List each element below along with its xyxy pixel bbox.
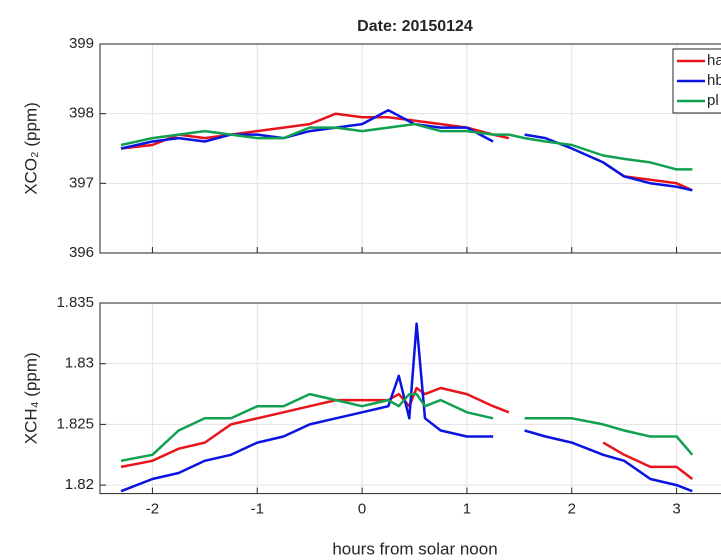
x-tick-label: 3: [672, 501, 680, 518]
y-tick-label: 1.835: [56, 294, 94, 311]
legend-label: hb: [707, 72, 721, 89]
axes-box: [99, 302, 721, 495]
y-tick-label: 1.82: [65, 476, 94, 493]
series-line: [120, 122, 693, 171]
y-tick-label: 1.83: [65, 355, 94, 372]
series-line: [120, 386, 694, 480]
series-line: [120, 108, 693, 192]
series-line: [120, 392, 694, 463]
y-tick-label: 399: [69, 35, 94, 52]
chart-title: Date: 20150124: [357, 18, 473, 35]
y-tick-label: 398: [69, 105, 94, 122]
series-line: [120, 322, 693, 493]
y-axis-label: XCH₄ (ppm): [21, 352, 40, 444]
x-tick-label: 1: [463, 501, 471, 518]
legend-label: pl: [707, 92, 719, 109]
plot-area: [100, 44, 721, 253]
x-tick-label: 2: [568, 501, 576, 518]
legend-label: ha: [707, 52, 721, 69]
y-tick-label: 397: [69, 174, 94, 191]
x-axis-label: hours from solar noon: [332, 539, 497, 558]
axes-box: [99, 43, 721, 254]
y-tick-label: 396: [69, 244, 94, 261]
x-tick-label: -2: [146, 501, 159, 518]
x-tick-label: 0: [358, 501, 366, 518]
y-axis-label: XCO₂ (ppm): [21, 102, 40, 195]
x-tick-label: -1: [251, 501, 264, 518]
y-tick-label: 1.825: [56, 415, 94, 432]
